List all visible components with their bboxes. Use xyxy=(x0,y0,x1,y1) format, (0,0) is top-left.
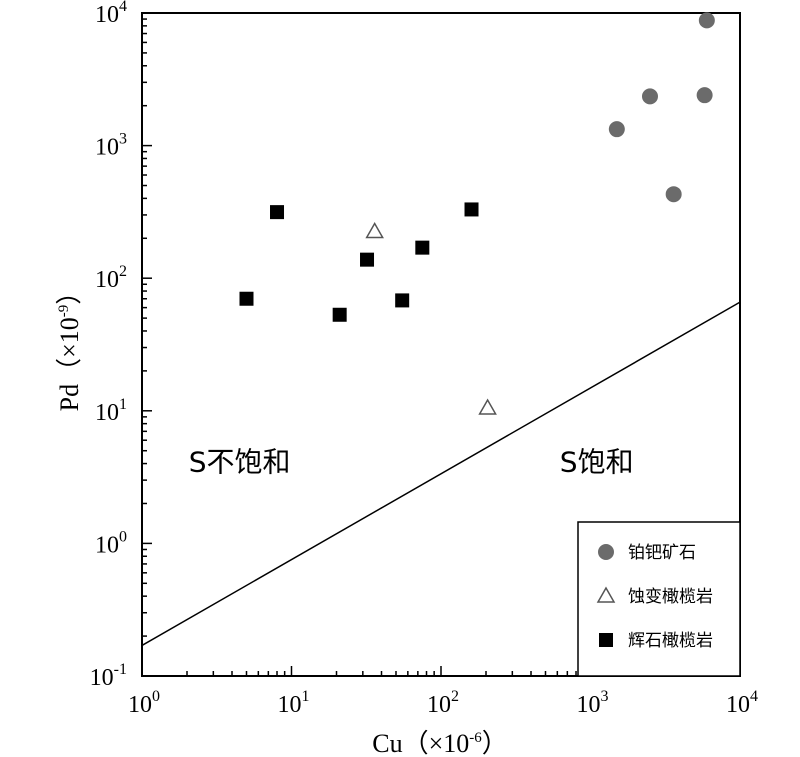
region-labels: S不饱和 S饱和 xyxy=(189,445,634,478)
x-axis-title-close: ） xyxy=(482,729,508,757)
region-label: S不饱和 xyxy=(189,445,291,478)
data-point xyxy=(698,12,715,29)
x-tick-label: 102 xyxy=(427,688,459,718)
x-axis-title-unit: （×10 xyxy=(403,729,470,757)
data-point xyxy=(665,186,682,203)
y-tick-label: 101 xyxy=(95,396,127,426)
x-axis-title-base: Cu xyxy=(372,729,402,757)
x-axis-title: Cu（×10-6） xyxy=(372,729,508,757)
y-tick-label: 102 xyxy=(95,263,127,293)
legend-label: 辉石橄榄岩 xyxy=(628,631,713,651)
data-point xyxy=(415,240,430,255)
data-point xyxy=(360,252,375,267)
y-axis-title-base: Pd xyxy=(55,384,84,411)
y-tick-label: 10-1 xyxy=(90,661,127,691)
x-tick-label: 104 xyxy=(726,688,758,718)
data-point xyxy=(608,121,625,138)
y-tick-label: 103 xyxy=(95,131,127,161)
data-point xyxy=(395,293,410,308)
y-tick-labels: 10-1 100 101 102 103 104 xyxy=(90,0,127,691)
data-point xyxy=(478,398,497,415)
y-axis-title: Pd（×10-9） xyxy=(55,279,84,412)
legend-label: 蚀变橄榄岩 xyxy=(628,587,713,607)
data-point xyxy=(641,88,658,105)
x-tick-label: 100 xyxy=(128,688,160,718)
data-point xyxy=(365,221,384,239)
legend-label: 铂钯矿石 xyxy=(628,543,696,563)
legend-marker xyxy=(596,586,616,603)
y-axis-title-close: ） xyxy=(55,279,84,305)
x-tick-label: 103 xyxy=(577,688,609,718)
legend-marker xyxy=(598,544,614,560)
x-tick-labels: 100 101 102 103 104 xyxy=(128,688,758,718)
data-point xyxy=(239,291,254,306)
y-tick-label: 100 xyxy=(95,528,127,558)
s-saturation-boundary-line xyxy=(141,301,741,647)
region-label: S饱和 xyxy=(560,445,634,478)
legend-marker xyxy=(599,633,613,647)
y-tick-label: 104 xyxy=(95,0,127,28)
y-axis-title-unit: （×10 xyxy=(55,317,84,384)
data-point xyxy=(332,307,347,322)
data-points xyxy=(239,12,715,415)
x-tick-label: 101 xyxy=(278,688,310,718)
x-axis-title-exp: -6 xyxy=(469,730,482,746)
data-point xyxy=(696,87,713,104)
data-point xyxy=(464,202,479,217)
data-point xyxy=(270,205,285,220)
y-axis-title-exp: -9 xyxy=(56,305,72,318)
